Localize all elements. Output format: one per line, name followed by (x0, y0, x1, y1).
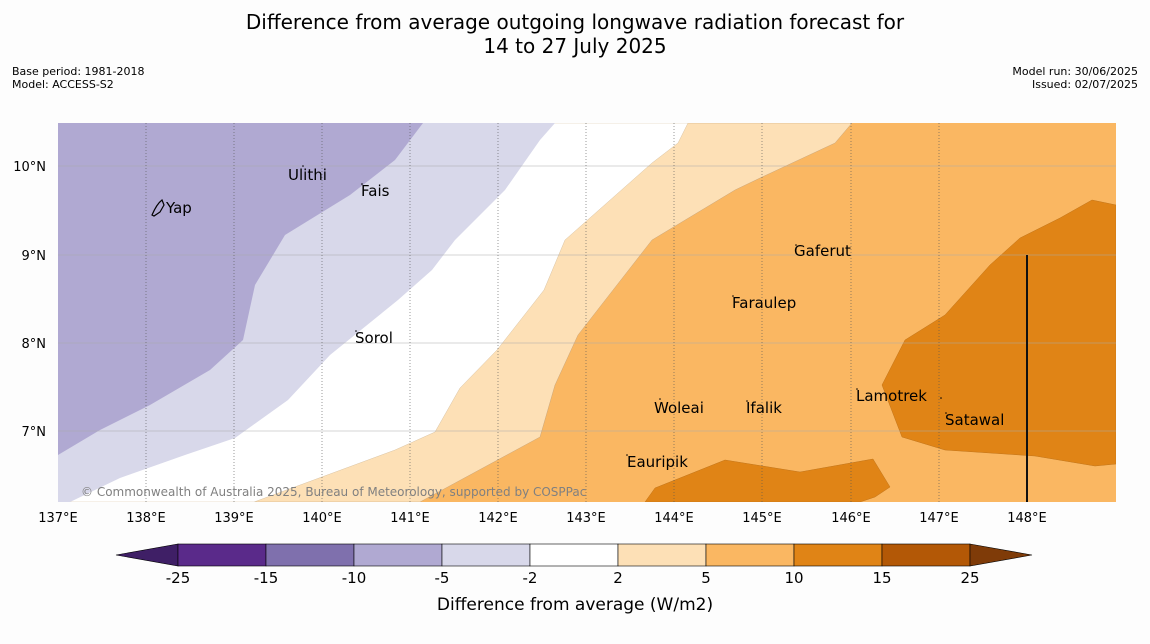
lat-tick-8n: 8°N (22, 337, 47, 352)
lat-tick-9n: 9°N (22, 249, 47, 264)
model-name: Model: ACCESS-S2 (12, 78, 114, 91)
lon-tick-137e: 137°E (38, 511, 78, 526)
colorbar-segment (705, 543, 795, 567)
place-woleai: Woleai (654, 399, 704, 417)
lon-tick-142e: 142°E (478, 511, 518, 526)
colorbar-tick-label: -2 (523, 569, 538, 587)
lat-ticks: 10°N 9°N 8°N 7°N (13, 160, 46, 440)
colorbar-segment (353, 543, 443, 567)
island-markers (302, 165, 947, 456)
place-gaferut: Gaferut (794, 242, 851, 260)
lat-tick-10n: 10°N (13, 160, 46, 175)
colorbar-tick-label: -5 (435, 569, 450, 587)
issued-date: Issued: 02/07/2025 (1031, 78, 1138, 91)
colorbar-title: Difference from average (W/m2) (437, 595, 713, 615)
meta-right: Model run: 30/06/2025 Issued: 02/07/2025 (1012, 65, 1138, 91)
anomaly-band-minus10-minus5 (58, 123, 423, 455)
colorbar-segment (793, 543, 883, 567)
colorbar-segment (441, 543, 531, 567)
anomaly-band-10-15-south (644, 458, 891, 502)
lon-tick-144e: 144°E (654, 511, 694, 526)
yap-island-icon (151, 199, 165, 217)
colorbar: -25 -15 -10 -5 -2 2 5 10 15 25 (115, 543, 1033, 587)
map-area: Yap Ulithi Fais Sorol Gaferut Faraulep W… (58, 123, 1116, 502)
colorbar-extend-high (969, 543, 1033, 567)
place-ulithi: Ulithi (288, 166, 327, 184)
meta-left: Base period: 1981-2018 Model: ACCESS-S2 (12, 65, 144, 91)
lon-tick-141e: 141°E (390, 511, 430, 526)
lat-tick-7n: 7°N (22, 425, 47, 440)
place-yap: Yap (165, 199, 192, 217)
colorbar-segment (265, 543, 355, 567)
lon-tick-147e: 147°E (919, 511, 959, 526)
grid (58, 123, 1116, 502)
colorbar-tick-label: -25 (166, 569, 191, 587)
copyright-credit: © Commonwealth of Australia 2025, Bureau… (81, 485, 586, 499)
lon-tick-139e: 139°E (214, 511, 254, 526)
title-line-1: Difference from average outgoing longwav… (245, 10, 905, 34)
colorbar-extend-low (115, 543, 179, 567)
title-line-2: 14 to 27 July 2025 (483, 34, 667, 58)
colorbar-tick-label: 2 (613, 569, 623, 587)
colorbar-tick-label: 25 (960, 569, 979, 587)
colorbar-segment (617, 543, 707, 567)
lon-tick-143e: 143°E (566, 511, 606, 526)
colorbar-tick-label: -10 (342, 569, 367, 587)
colorbar-tick-label: 10 (784, 569, 803, 587)
place-lamotrek: Lamotrek (856, 387, 927, 405)
lon-tick-138e: 138°E (126, 511, 166, 526)
colorbar-segment (529, 543, 619, 567)
place-satawal: Satawal (945, 411, 1004, 429)
base-period: Base period: 1981-2018 (12, 65, 145, 78)
colorbar-tick-label: 5 (701, 569, 711, 587)
lon-tick-140e: 140°E (302, 511, 342, 526)
anomaly-band-10-15-east (881, 199, 1116, 467)
place-faraulep: Faraulep (732, 294, 796, 312)
colorbar-segment (177, 543, 267, 567)
map-title: Difference from average outgoing longwav… (0, 10, 1150, 58)
lon-tick-148e: 148°E (1007, 511, 1047, 526)
colorbar-segment (881, 543, 971, 567)
colorbar-tick-label: 15 (872, 569, 891, 587)
place-ifalik: Ifalik (746, 399, 782, 417)
lon-tick-146e: 146°E (831, 511, 871, 526)
lon-tick-145e: 145°E (742, 511, 782, 526)
place-sorol: Sorol (355, 329, 393, 347)
colorbar-tick-label: -15 (254, 569, 279, 587)
place-eauripik: Eauripik (627, 453, 688, 471)
place-fais: Fais (361, 182, 390, 200)
model-run: Model run: 30/06/2025 (1012, 65, 1138, 78)
lon-ticks: 137°E 138°E 139°E 140°E 141°E 142°E 143°… (38, 511, 1047, 526)
